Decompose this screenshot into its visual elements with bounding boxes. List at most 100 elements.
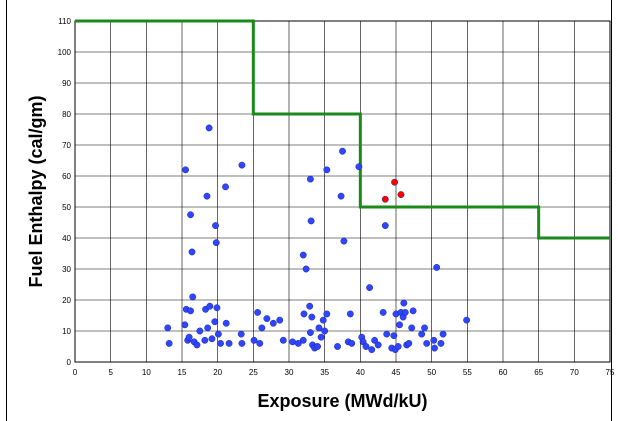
blue-data-point-91 <box>408 324 416 332</box>
blue-data-point-38 <box>269 319 277 327</box>
x-tick-label-10: 50 <box>427 368 436 377</box>
blue-data-point-63 <box>340 237 348 245</box>
blue-data-point-57 <box>319 316 327 324</box>
blue-data-point-27 <box>214 330 222 338</box>
blue-data-point-14 <box>206 302 214 310</box>
x-tick-label-0: 0 <box>73 368 78 377</box>
blue-data-point-61 <box>337 192 345 200</box>
blue-data-point-23 <box>201 336 209 344</box>
x-tick-label-9: 45 <box>392 368 401 377</box>
blue-data-point-50 <box>308 313 316 321</box>
y-tick-label-1: 10 <box>62 327 71 336</box>
blue-data-point-33 <box>250 336 258 344</box>
blue-data-point-72 <box>366 284 374 291</box>
blue-data-point-24 <box>204 324 212 332</box>
x-tick-label-4: 20 <box>213 368 222 377</box>
blue-data-point-78 <box>383 330 391 338</box>
red-data-point-1 <box>391 178 398 186</box>
blue-data-point-90 <box>405 339 413 347</box>
blue-data-point-94 <box>421 324 428 332</box>
blue-data-point-35 <box>256 339 264 347</box>
blue-data-point-1 <box>205 124 213 132</box>
blue-data-point-95 <box>423 339 431 347</box>
blue-data-point-11 <box>213 304 221 312</box>
y-tick-label-9: 90 <box>62 79 71 88</box>
blue-data-point-55 <box>315 324 323 332</box>
blue-data-point-9 <box>189 293 197 301</box>
blue-data-point-16 <box>165 339 173 347</box>
blue-data-point-36 <box>258 324 266 332</box>
blue-data-point-98 <box>433 264 441 271</box>
y-tick-label-4: 40 <box>62 234 71 243</box>
blue-data-point-45 <box>299 251 307 259</box>
blue-data-point-26 <box>211 318 219 326</box>
blue-data-point-7 <box>212 239 220 247</box>
blue-data-point-64 <box>334 343 341 350</box>
blue-data-point-44 <box>300 310 308 318</box>
blue-data-point-48 <box>307 217 315 225</box>
blue-data-point-40 <box>279 336 287 344</box>
blue-data-point-66 <box>346 310 354 318</box>
blue-data-point-80 <box>390 332 398 340</box>
blue-data-point-8 <box>188 248 196 256</box>
x-tick-label-8: 40 <box>356 368 365 377</box>
blue-data-point-67 <box>348 339 356 347</box>
chart-frame <box>6 0 612 421</box>
blue-data-point-99 <box>437 339 445 347</box>
x-tick-label-14: 70 <box>570 368 579 377</box>
blue-data-point-15 <box>164 324 172 332</box>
blue-data-point-49 <box>306 302 314 310</box>
y-tick-label-11: 110 <box>58 17 71 26</box>
data-points <box>164 124 471 353</box>
y-tick-label-5: 50 <box>62 203 71 212</box>
blue-data-point-76 <box>379 308 387 316</box>
x-tick-label-3: 15 <box>178 368 187 377</box>
blue-data-point-51 <box>306 329 314 336</box>
blue-data-point-39 <box>276 316 284 324</box>
blue-data-point-75 <box>374 341 382 349</box>
y-tick-label-6: 60 <box>62 172 71 181</box>
blue-data-point-28 <box>217 339 224 347</box>
blue-data-point-6 <box>212 222 219 230</box>
blue-data-point-42 <box>294 339 302 347</box>
blue-data-point-13 <box>187 307 194 315</box>
blue-data-point-25 <box>208 335 216 343</box>
x-tick-label-2: 10 <box>142 368 151 377</box>
enthalpy-limit-line <box>75 19 610 240</box>
y-tick-label-0: 0 <box>67 358 72 367</box>
x-tick-label-7: 35 <box>320 368 329 377</box>
blue-data-point-4 <box>203 192 211 200</box>
blue-data-point-60 <box>323 166 331 174</box>
y-tick-label-3: 30 <box>62 265 71 274</box>
blue-data-point-83 <box>394 343 402 350</box>
blue-data-point-56 <box>317 333 325 341</box>
blue-data-point-29 <box>222 319 230 327</box>
blue-data-point-17 <box>181 321 189 329</box>
blue-data-point-59 <box>323 310 331 318</box>
blue-data-point-54 <box>314 343 321 350</box>
blue-data-point-71 <box>362 343 370 350</box>
x-tick-label-15: 75 <box>606 368 615 377</box>
blue-data-point-101 <box>463 316 471 324</box>
red-data-point-2 <box>397 191 405 199</box>
blue-data-point-74 <box>371 336 378 344</box>
blue-data-point-37 <box>263 315 271 322</box>
y-tick-label-2: 20 <box>62 296 71 305</box>
plot-area <box>74 20 611 363</box>
blue-data-point-41 <box>289 338 296 346</box>
blue-data-point-88 <box>401 308 409 316</box>
x-tick-label-6: 30 <box>285 368 294 377</box>
blue-data-point-34 <box>254 308 262 316</box>
blue-data-point-68 <box>355 163 363 171</box>
x-axis-title: Exposure (MWd/kU) <box>257 391 427 411</box>
x-tick-label-13: 65 <box>534 368 543 377</box>
blue-data-point-5 <box>187 211 194 219</box>
x-tick-label-11: 55 <box>463 368 472 377</box>
grid-layer <box>75 21 610 362</box>
blue-data-point-21 <box>193 341 201 349</box>
blue-data-point-87 <box>400 299 408 307</box>
blue-data-point-58 <box>321 327 329 335</box>
blue-data-point-19 <box>185 333 193 341</box>
y-tick-label-7: 70 <box>62 141 71 150</box>
